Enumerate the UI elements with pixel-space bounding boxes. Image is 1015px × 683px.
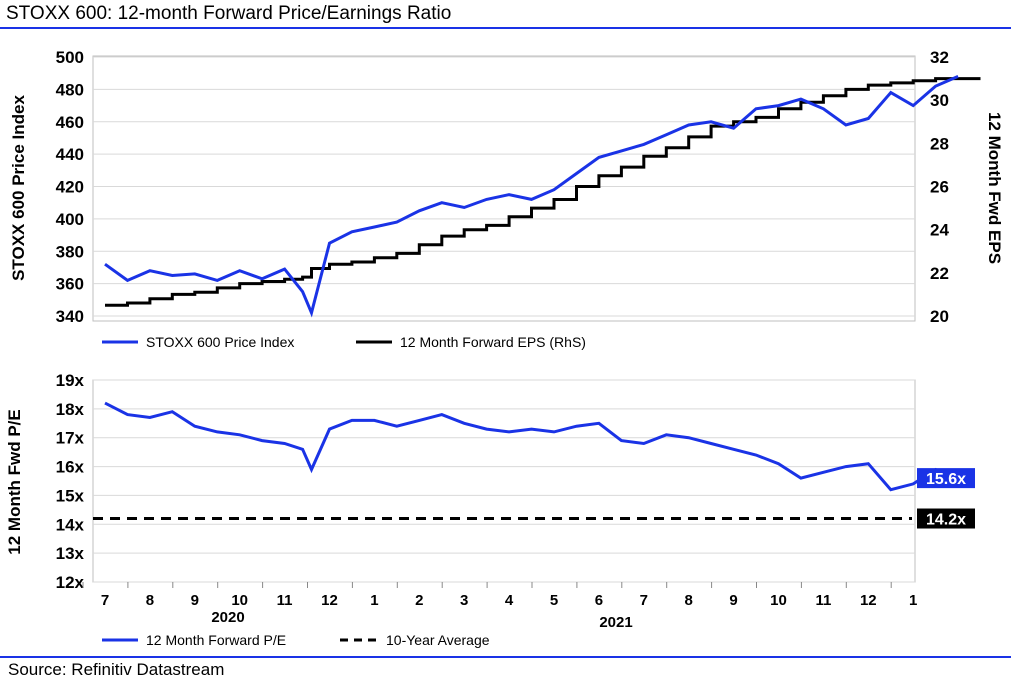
month-tick-label: 11 <box>815 592 831 609</box>
top-right-tick-label: 32 <box>930 48 949 67</box>
end-label-average: 14.2x <box>926 512 966 529</box>
top-left-tick-label: 480 <box>56 80 84 99</box>
bottom-left-tick-label: 18x <box>56 400 85 419</box>
bottom-left-tick-label: 15x <box>56 486 85 505</box>
top-left-tick-label: 500 <box>56 48 84 67</box>
top-left-axis-label: STOXX 600 Price Index <box>9 95 28 281</box>
end-label-pe-box <box>917 468 975 489</box>
bottom-left-tick-label: 16x <box>56 458 85 477</box>
top-right-tick-label: 28 <box>930 134 949 153</box>
month-tick-label: 6 <box>595 592 603 609</box>
top-left-tick-label: 440 <box>56 145 84 164</box>
page-title: STOXX 600: 12-month Forward Price/Earnin… <box>6 3 452 24</box>
bottom-left-tick-label: 17x <box>56 429 85 448</box>
month-tick-label: 1 <box>370 592 378 609</box>
series-line-pe <box>104 401 959 492</box>
legend-label-eps: 12 Month Forward EPS (RhS) <box>400 334 586 350</box>
month-tick-label: 8 <box>685 592 693 609</box>
top-left-tick-label: 400 <box>56 210 84 229</box>
top-right-ticks: 20 22 24 26 28 30 32 <box>930 48 949 326</box>
series-line-eps <box>105 77 981 307</box>
series-line-price <box>104 75 959 318</box>
top-left-tick-label: 340 <box>56 307 84 326</box>
bottom-left-tick-label: 14x <box>56 515 85 534</box>
month-tick-label: 5 <box>550 592 558 609</box>
month-tick-label: 12 <box>321 592 338 609</box>
legend-label-price: STOXX 600 Price Index <box>146 334 294 350</box>
month-tick-label: 12 <box>860 592 877 609</box>
month-tick-label: 10 <box>231 592 248 609</box>
bottom-panel: 12x 13x 14x 15x 16x 17x 18x 19x 15.6x 14.2x 12 M… <box>5 371 975 648</box>
end-labels: 15.6x 14.2x <box>917 468 975 529</box>
top-right-tick-label: 22 <box>930 264 949 283</box>
month-ticks: 7 8 9 10 11 12 1 2 3 4 5 6 7 8 9 10 11 12 1 <box>82 582 917 609</box>
top-left-tick-label: 460 <box>56 113 84 132</box>
bottom-legend: 12 Month Forward P/E 10-Year Average <box>102 632 490 648</box>
bottom-left-tick-label: 13x <box>56 544 85 563</box>
month-tick-label: 7 <box>101 592 109 609</box>
month-tick-label: 9 <box>729 592 737 609</box>
month-tick-label: 7 <box>640 592 648 609</box>
top-grid <box>93 56 915 317</box>
top-left-ticks: 340 360 380 400 420 440 460 480 500 <box>56 48 84 326</box>
top-rule <box>0 27 1011 29</box>
month-tick-label: 8 <box>146 592 154 609</box>
top-left-tick-label: 360 <box>56 275 84 294</box>
top-right-tick-label: 30 <box>930 91 949 110</box>
top-left-tick-label: 380 <box>56 242 84 261</box>
bottom-grid <box>93 379 915 583</box>
end-label-average-box <box>917 508 975 529</box>
top-legend: STOXX 600 Price Index 12 Month Forward E… <box>102 334 586 350</box>
bottom-left-axis-label: 12 Month Fwd P/E <box>5 409 24 554</box>
month-tick-label: 3 <box>460 592 468 609</box>
year-label-2020: 2020 <box>211 609 244 626</box>
top-panel: 340 360 380 400 420 440 460 480 500 20 22 24 26 28 30… <box>9 48 1004 350</box>
bottom-left-ticks: 12x 13x 14x 15x 16x 17x 18x 19x <box>56 371 85 592</box>
month-tick-label: 2 <box>415 592 423 609</box>
top-plot-frame <box>92 55 916 322</box>
month-tick-label: 9 <box>191 592 199 609</box>
top-left-tick-label: 420 <box>56 178 84 197</box>
year-label-2021: 2021 <box>599 614 632 631</box>
bottom-rule <box>0 656 1011 658</box>
top-right-tick-label: 20 <box>930 307 949 326</box>
source-note: Source: Refinitiv Datastream <box>8 660 225 679</box>
top-right-axis-label: 12 Month Fwd EPS <box>985 112 1004 264</box>
month-tick-label: 10 <box>770 592 787 609</box>
top-right-tick-label: 26 <box>930 178 949 197</box>
legend-label-pe: 12 Month Forward P/E <box>146 632 286 648</box>
month-tick-label: 11 <box>277 592 293 609</box>
legend-label-average: 10-Year Average <box>386 632 490 648</box>
bottom-left-tick-label: 12x <box>56 573 85 592</box>
month-tick-label: 4 <box>505 592 514 609</box>
bottom-left-tick-label: 19x <box>56 371 85 390</box>
bottom-plot-frame <box>92 379 916 583</box>
top-right-tick-label: 24 <box>930 221 949 240</box>
month-tick-label: 1 <box>909 592 917 609</box>
end-label-pe: 15.6x <box>926 471 966 488</box>
